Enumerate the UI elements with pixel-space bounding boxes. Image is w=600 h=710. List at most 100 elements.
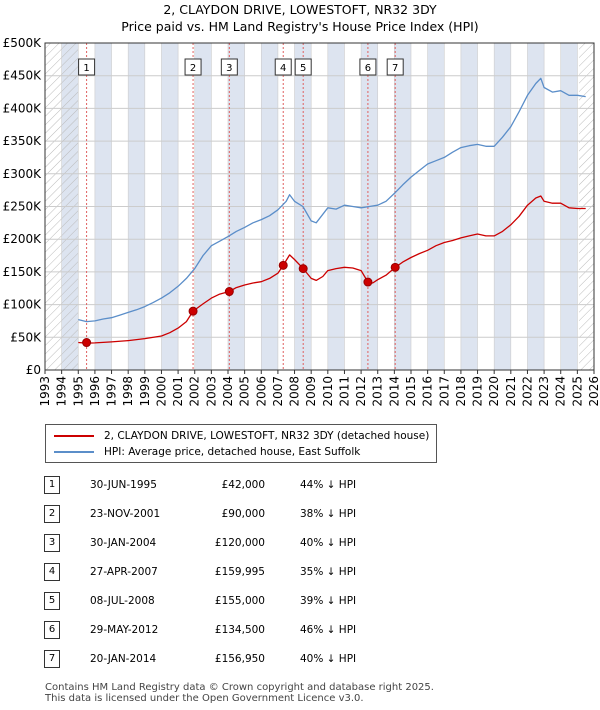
- x-tick-label: 2010: [321, 376, 335, 407]
- sale-vs-hpi: 35% ↓ HPI: [300, 566, 357, 578]
- x-tick-label: 1997: [105, 376, 119, 407]
- x-tick-label: 2019: [471, 376, 485, 407]
- y-tick-label: £350K: [3, 134, 43, 148]
- legend-swatch-hpi: [54, 451, 94, 453]
- x-tick-label: 2015: [404, 376, 418, 407]
- y-tick-label: £300K: [3, 167, 43, 181]
- sale-date: 30-JUN-1995: [90, 479, 157, 491]
- x-tick-label: 2024: [554, 376, 568, 407]
- sale-label-box: [294, 58, 312, 76]
- x-tick-label: 2002: [188, 376, 202, 407]
- sale-label-number: 3: [226, 63, 232, 74]
- sale-number-box: 5: [44, 592, 60, 610]
- y-tick-label: £500K: [3, 36, 43, 50]
- x-tick-label: 1994: [55, 376, 69, 407]
- x-tick-label: 2025: [570, 376, 584, 407]
- sale-vs-hpi: 40% ↓ HPI: [300, 537, 357, 549]
- x-tick-label: 2017: [437, 376, 451, 407]
- sale-vs-hpi: 38% ↓ HPI: [300, 508, 357, 520]
- x-tick-label: 2012: [354, 376, 368, 407]
- sale-label: 3: [220, 58, 238, 76]
- sale-label-box: [386, 58, 404, 76]
- sale-vs-hpi: 40% ↓ HPI: [300, 653, 357, 665]
- y-tick-label: £250K: [3, 200, 43, 214]
- sale-point: [224, 287, 234, 297]
- sale-label-box: [359, 58, 377, 76]
- sale-price: £134,500: [214, 624, 265, 636]
- x-tick-label: 2022: [520, 376, 534, 407]
- sale-price: £159,995: [214, 566, 265, 578]
- sale-date: 08-JUL-2008: [90, 595, 155, 607]
- sale-row: 3 30-JAN-2004 £120,000 40% ↓ HPI: [0, 534, 600, 554]
- sale-label-box: [220, 58, 238, 76]
- y-tick-label: £0: [26, 363, 41, 377]
- sale-row: 6 29-MAY-2012 £134,500 46% ↓ HPI: [0, 621, 600, 641]
- x-tick-label: 2009: [304, 376, 318, 407]
- plot-border: [44, 42, 595, 371]
- sale-label-number: 5: [300, 63, 306, 74]
- sale-price: £42,000: [221, 479, 265, 491]
- sale-point: [363, 277, 373, 287]
- x-tick-label: 1999: [138, 376, 152, 407]
- price-chart: £0 £50K £100K £150K £200K £250K £300K £350K £400…: [3, 36, 600, 407]
- sale-vs-hpi: 39% ↓ HPI: [300, 595, 357, 607]
- x-tick-label: 2013: [371, 376, 385, 407]
- sale-number-box: 1: [44, 476, 60, 494]
- sale-price: £155,000: [214, 595, 265, 607]
- x-tick-label: 2003: [204, 376, 218, 407]
- footer-copyright: Contains HM Land Registry data © Crown c…: [45, 682, 434, 693]
- footer: Contains HM Land Registry data © Crown c…: [45, 682, 434, 704]
- sale-label: 1: [78, 58, 96, 76]
- sale-label-box: [78, 58, 96, 76]
- sale-point: [188, 306, 198, 316]
- x-tick-label: 2026: [587, 376, 600, 407]
- sale-row: 2 23-NOV-2001 £90,000 38% ↓ HPI: [0, 505, 600, 525]
- sale-date: 20-JAN-2014: [90, 653, 157, 665]
- y-tick-label: £150K: [3, 265, 43, 279]
- sale-label: 5: [294, 58, 312, 76]
- chart-subtitle: Price paid vs. HM Land Registry's House …: [121, 19, 479, 34]
- x-tick-label: 2020: [487, 376, 501, 407]
- y-tick-label: £450K: [3, 69, 43, 83]
- footer-licence: This data is licensed under the Open Gov…: [45, 693, 364, 704]
- y-tick-label: £400K: [3, 101, 43, 115]
- chart-title: 2, CLAYDON DRIVE, LOWESTOFT, NR32 3DY: [163, 2, 437, 17]
- y-tick-label: £100K: [3, 298, 43, 312]
- legend-item-property: 2, CLAYDON DRIVE, LOWESTOFT, NR32 3DY (d…: [54, 428, 429, 444]
- sale-row: 4 27-APR-2007 £159,995 35% ↓ HPI: [0, 563, 600, 583]
- x-tick-label: 2005: [238, 376, 252, 407]
- legend-label-property: 2, CLAYDON DRIVE, LOWESTOFT, NR32 3DY (d…: [104, 430, 430, 442]
- sale-label: 4: [274, 58, 292, 76]
- x-tick-label: 2000: [154, 376, 168, 407]
- x-tick-label: 2006: [254, 376, 268, 407]
- x-tick-label: 2023: [537, 376, 551, 407]
- sale-point: [390, 262, 400, 272]
- x-tick-label: 2014: [387, 376, 401, 407]
- sale-label-number: 6: [365, 63, 371, 74]
- x-tick-label: 2007: [271, 376, 285, 407]
- sale-number-box: 4: [44, 563, 60, 581]
- sale-date: 30-JAN-2004: [90, 537, 157, 549]
- y-tick-label: £200K: [3, 232, 43, 246]
- sale-point: [82, 338, 92, 348]
- sale-vs-hpi: 46% ↓ HPI: [300, 624, 357, 636]
- sale-point: [298, 264, 308, 274]
- legend-item-hpi: HPI: Average price, detached house, East…: [54, 444, 360, 460]
- x-tick-label: 1996: [88, 376, 102, 407]
- hpi-line: [78, 77, 586, 323]
- sale-label: 2: [184, 58, 202, 76]
- sale-date: 27-APR-2007: [90, 566, 158, 578]
- y-tick-label: £50K: [10, 330, 42, 344]
- sale-label-box: [274, 58, 292, 76]
- x-tick-label: 2016: [421, 376, 435, 407]
- sale-label-number: 2: [190, 63, 196, 74]
- legend-label-hpi: HPI: Average price, detached house, East…: [104, 446, 361, 458]
- sale-price: £120,000: [214, 537, 265, 549]
- sale-date: 23-NOV-2001: [90, 508, 161, 520]
- sale-date: 29-MAY-2012: [90, 624, 159, 636]
- sale-label-number: 1: [83, 63, 89, 74]
- sale-price: £90,000: [221, 508, 265, 520]
- x-tick-label: 2001: [171, 376, 185, 407]
- x-tick-label: 2004: [221, 376, 235, 407]
- sale-row: 7 20-JAN-2014 £156,950 40% ↓ HPI: [0, 650, 600, 670]
